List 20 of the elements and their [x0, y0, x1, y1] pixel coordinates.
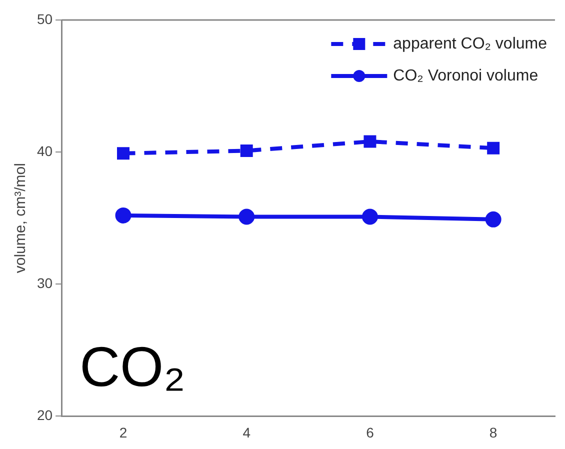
point	[117, 147, 130, 160]
y-tick-label: 40	[36, 142, 53, 159]
point	[362, 208, 378, 225]
point	[238, 208, 255, 225]
point	[487, 142, 500, 154]
y-tick-label: 30	[36, 274, 53, 291]
y-axis-title: volume, cm³/mol	[12, 163, 30, 274]
point	[485, 211, 502, 228]
y-tick-label: 20	[36, 407, 53, 424]
point	[364, 135, 376, 148]
point	[240, 144, 253, 157]
point	[115, 207, 132, 224]
x-tick-label: 2	[119, 424, 128, 440]
legend-label: CO₂ Voronoi volume	[393, 67, 538, 84]
x-tick-label: 6	[366, 424, 374, 440]
x-tick-label: 4	[242, 424, 251, 440]
y-tick-label: 50	[36, 10, 53, 27]
legend-label: apparent CO₂ volume	[393, 35, 548, 52]
annotation: CO₂	[80, 335, 186, 398]
x-tick-label: 8	[489, 424, 498, 440]
